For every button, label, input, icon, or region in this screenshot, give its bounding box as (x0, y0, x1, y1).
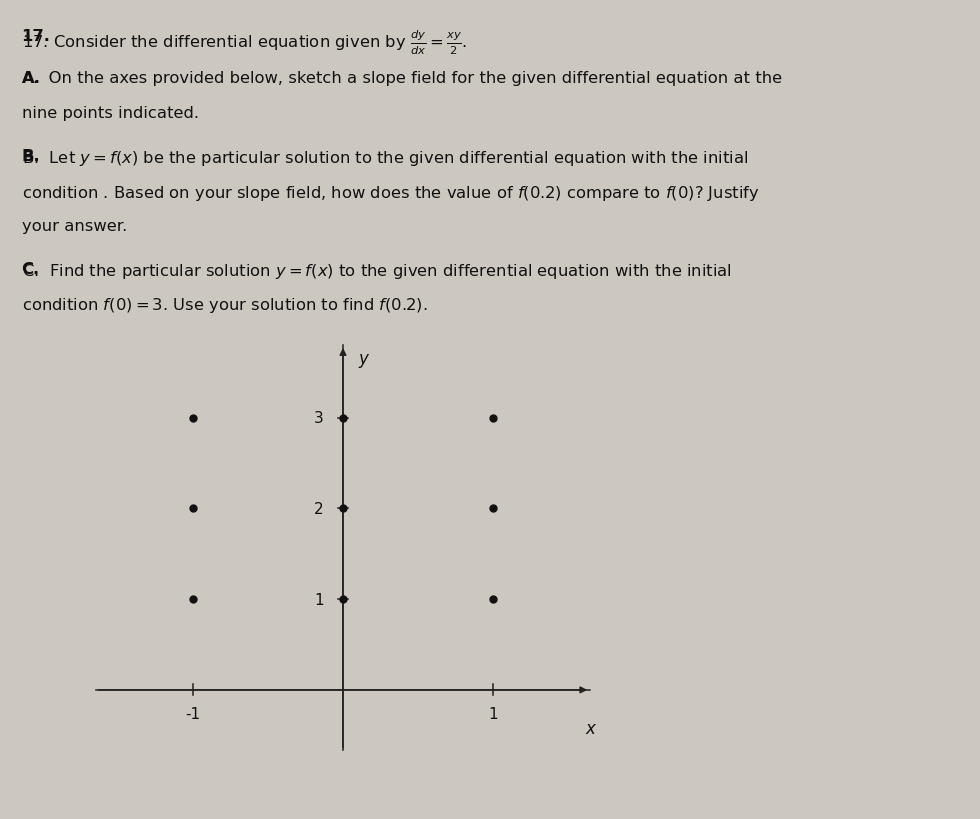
Text: B.  Let $y = f(x)$ be the particular solution to the given differential equation: B. Let $y = f(x)$ be the particular solu… (22, 149, 748, 168)
Text: 1: 1 (314, 592, 323, 607)
Text: x: x (585, 719, 595, 737)
Text: y: y (358, 350, 368, 368)
Text: 17.: 17. (22, 29, 50, 43)
Text: condition . Based on your slope field, how does the value of $f(0.2)$ compare to: condition . Based on your slope field, h… (22, 183, 760, 202)
Text: C.: C. (22, 261, 39, 276)
Text: 1: 1 (488, 706, 498, 722)
Text: 3: 3 (314, 410, 323, 426)
Text: 2: 2 (314, 501, 323, 516)
Text: A.: A. (22, 71, 40, 86)
Text: your answer.: your answer. (22, 219, 126, 233)
Text: C.  Find the particular solution $y = f(x)$ to the given differential equation w: C. Find the particular solution $y = f(x… (22, 261, 731, 280)
Text: -1: -1 (185, 706, 201, 722)
Text: condition $f(0) = 3$. Use your solution to find $f(0.2)$.: condition $f(0) = 3$. Use your solution … (22, 296, 427, 315)
Text: nine points indicated.: nine points indicated. (22, 106, 199, 121)
Text: A.  On the axes provided below, sketch a slope field for the given differential : A. On the axes provided below, sketch a … (22, 71, 782, 86)
Text: 17. Consider the differential equation given by $\frac{dy}{dx} = \frac{xy}{2}$.: 17. Consider the differential equation g… (22, 29, 466, 57)
Text: B.: B. (22, 149, 40, 164)
